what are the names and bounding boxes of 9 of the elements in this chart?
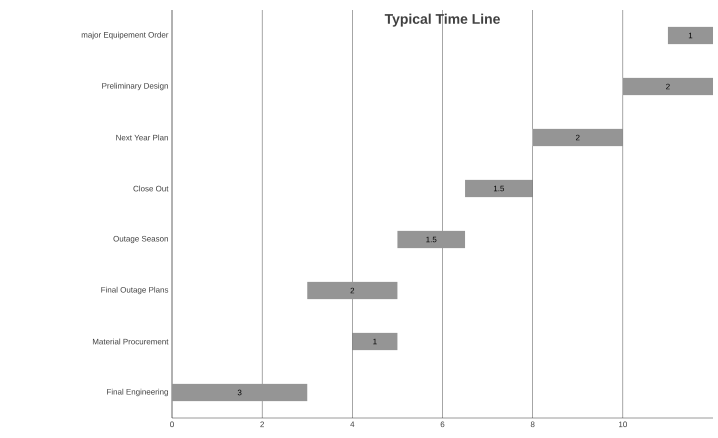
bar (172, 384, 308, 402)
bar (397, 230, 466, 248)
bar (532, 128, 623, 146)
bar (622, 78, 714, 96)
bar (668, 26, 714, 44)
bar (465, 180, 533, 198)
bar (352, 332, 398, 350)
bar (307, 282, 398, 300)
chart-title: Typical Time Line (384, 14, 500, 27)
